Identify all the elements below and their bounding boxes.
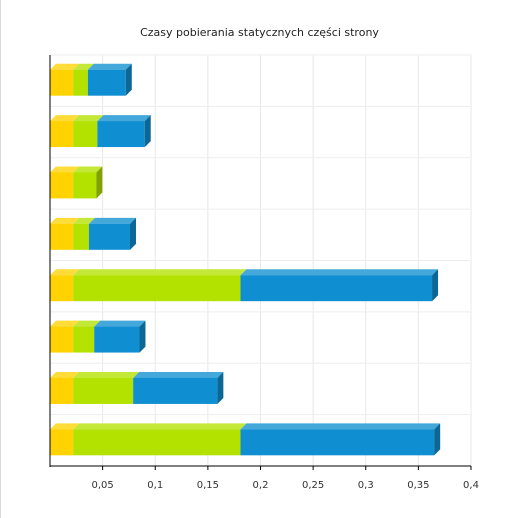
bar-segment-top [240, 269, 439, 276]
bar-segment [94, 326, 140, 353]
bar-segment-top [73, 371, 140, 378]
bar-segment-top [97, 115, 151, 122]
bar-segment [73, 429, 241, 456]
bar-segment [73, 326, 95, 353]
bar-segment [87, 69, 126, 96]
bar-segment [97, 121, 145, 148]
bar-segment-top [50, 371, 80, 378]
bar-segment [88, 223, 130, 250]
bar-segment-top [50, 269, 80, 276]
bar-segment [50, 275, 74, 302]
chart-title: Czasy pobierania statycznych części stro… [140, 26, 379, 39]
bar-segment [50, 326, 74, 353]
bar-segment-top [87, 63, 132, 70]
bar-segment [50, 172, 74, 199]
bar-segment [50, 121, 74, 148]
x-tick-label: 0,35 [407, 480, 429, 491]
x-tick-label: 0,4 [463, 480, 479, 491]
bar-segment-side [125, 63, 132, 96]
bar-segment-top [94, 320, 146, 327]
bar-segment [240, 275, 433, 302]
bar-segment [73, 275, 241, 302]
bar-segment [50, 429, 74, 456]
bar-segment [73, 172, 97, 199]
x-tick-label: 0,3 [358, 480, 374, 491]
bar-segment [240, 429, 435, 456]
bar-segment-side [129, 217, 136, 250]
bar-segment [50, 69, 74, 96]
bar-segment-side [217, 371, 224, 404]
bar-segment-top [50, 320, 80, 327]
bar-segment-top [73, 63, 94, 70]
bar-segment-side [139, 320, 146, 353]
bar-segment-top [133, 371, 224, 378]
bar-segment-top [73, 115, 104, 122]
x-tick-label: 0,1 [147, 480, 163, 491]
bar-segment [73, 121, 98, 148]
bar-segment-top [50, 217, 80, 224]
x-tick-label: 0,2 [253, 480, 269, 491]
bar-segment [73, 377, 134, 404]
x-tick-label: 0,05 [91, 480, 113, 491]
frame-border [0, 0, 1, 518]
bar-segment-side [434, 423, 441, 456]
bar-segment [50, 223, 74, 250]
bar-segment [73, 223, 89, 250]
bar-segment-top [73, 269, 247, 276]
x-tick-label: 0,25 [302, 480, 324, 491]
bar-segment-top [73, 320, 101, 327]
bar-segment [133, 377, 218, 404]
bar-segment-top [50, 423, 80, 430]
bar-segment-side [144, 115, 151, 148]
bar-segment-top [50, 115, 80, 122]
bar-segment [73, 69, 88, 96]
bar-segment-top [240, 423, 441, 430]
bar-segment [50, 377, 74, 404]
bar-segment-top [50, 63, 80, 70]
bar-segment-top [88, 217, 136, 224]
bar-segment-top [73, 166, 103, 173]
bar-segment-top [73, 423, 247, 430]
x-tick-label: 0,15 [197, 480, 219, 491]
bar-segment-top [50, 166, 80, 173]
bar-segment-side [96, 166, 103, 199]
bar-segment-top [73, 217, 95, 224]
bar-segment-side [432, 269, 439, 302]
